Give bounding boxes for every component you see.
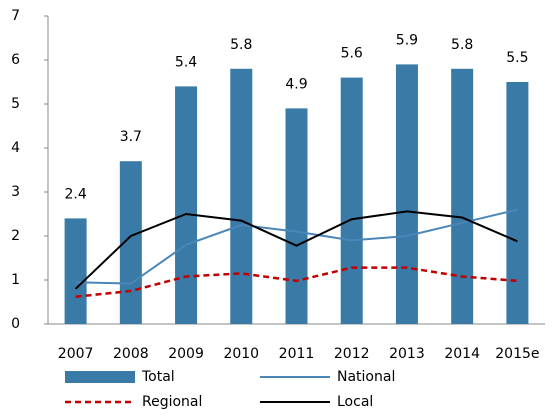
data-label: 4.9 [285, 76, 307, 92]
y-tick-label: 1 [11, 272, 20, 288]
data-label: 5.4 [175, 54, 197, 70]
y-tick-label: 6 [11, 52, 20, 68]
line-series [75, 266, 518, 298]
data-label: 5.6 [341, 46, 363, 62]
bar [64, 218, 87, 324]
x-tick-label: 2007 [58, 346, 94, 362]
y-tick-label: 5 [11, 96, 20, 112]
y-tick-label: 7 [11, 8, 20, 24]
bar [285, 108, 308, 325]
data-label: 2.4 [64, 186, 86, 202]
data-label: 5.8 [451, 37, 473, 53]
bar [395, 64, 418, 325]
bar [506, 82, 529, 324]
data-label: 5.9 [396, 32, 418, 48]
bar [340, 77, 363, 324]
bar [175, 86, 198, 325]
x-tick-label: 2011 [279, 346, 315, 362]
x-tick-label: 2015e [495, 346, 539, 362]
legend-label: Total [141, 369, 175, 385]
data-label: 5.8 [230, 37, 252, 53]
line-series [74, 210, 518, 290]
x-tick-label: 2013 [389, 346, 425, 362]
y-tick-label: 4 [11, 140, 20, 156]
x-tick-label: 2008 [113, 346, 149, 362]
line-series [75, 208, 518, 285]
x-tick-label: 2010 [223, 346, 259, 362]
data-label: 5.5 [506, 50, 528, 66]
y-tick-label: 3 [11, 184, 20, 200]
x-tick-label: 2012 [334, 346, 370, 362]
legend-swatch [65, 371, 135, 383]
x-tick-label: 2009 [168, 346, 204, 362]
legend-label: National [337, 369, 395, 385]
y-tick-label: 2 [11, 228, 20, 244]
legend-label: Regional [142, 394, 202, 410]
y-tick-label: 0 [11, 316, 20, 332]
x-tick-label: 2014 [444, 346, 480, 362]
legend-label: Local [337, 394, 373, 410]
data-label: 3.7 [120, 129, 142, 145]
bar [451, 68, 474, 324]
bar [230, 68, 253, 324]
